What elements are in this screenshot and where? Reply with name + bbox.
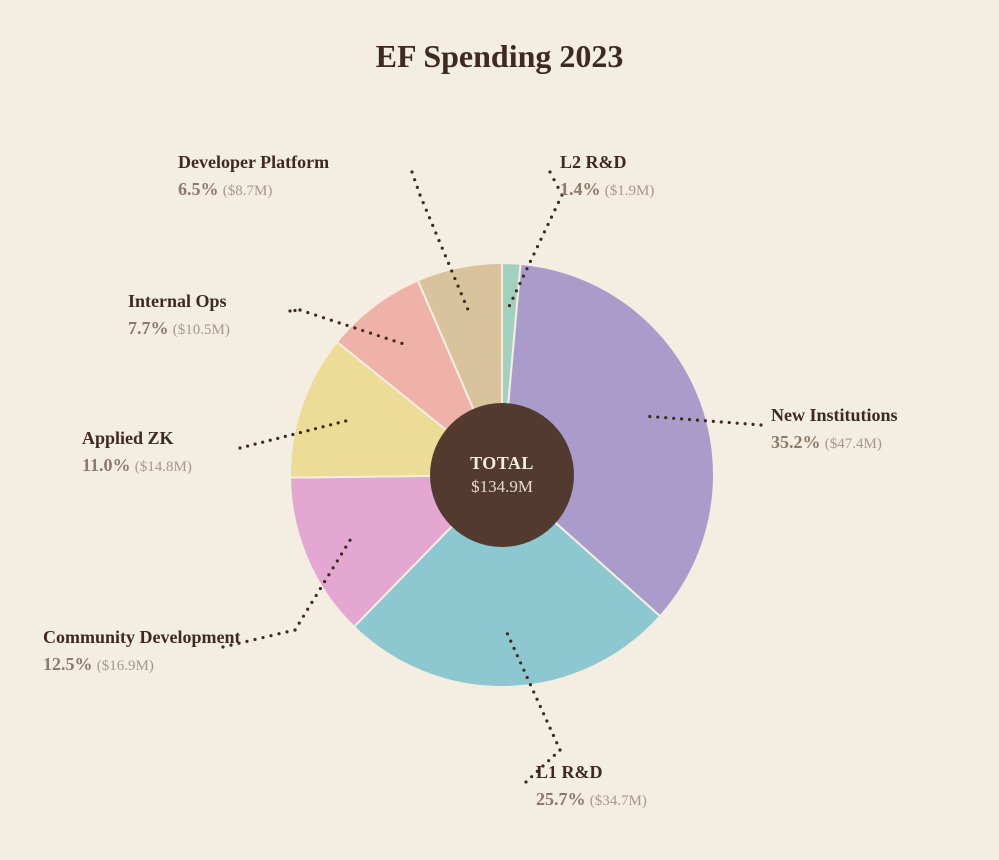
slice-stats: 1.4% ($1.9M) xyxy=(560,177,654,202)
slice-name: L1 R&D xyxy=(536,760,647,784)
slice-label: Community Development 12.5% ($16.9M) xyxy=(43,625,240,677)
slice-name: Developer Platform xyxy=(178,150,329,174)
center-label: TOTAL $134.9M xyxy=(442,453,562,497)
center-total-amount: $134.9M xyxy=(442,477,562,497)
slice-stats: 35.2% ($47.4M) xyxy=(771,430,898,455)
slice-stats: 12.5% ($16.9M) xyxy=(43,652,240,677)
slice-label: L1 R&D 25.7% ($34.7M) xyxy=(536,760,647,812)
center-total-label: TOTAL xyxy=(442,453,562,474)
slice-stats: 25.7% ($34.7M) xyxy=(536,787,647,812)
slice-stats: 6.5% ($8.7M) xyxy=(178,177,329,202)
slice-label: New Institutions 35.2% ($47.4M) xyxy=(771,403,898,455)
slice-stats: 7.7% ($10.5M) xyxy=(128,316,230,341)
slice-stats: 11.0% ($14.8M) xyxy=(82,453,192,478)
slice-label: Developer Platform 6.5% ($8.7M) xyxy=(178,150,329,202)
slice-name: L2 R&D xyxy=(560,150,654,174)
slice-name: Internal Ops xyxy=(128,289,230,313)
slice-name: Applied ZK xyxy=(82,426,192,450)
slice-name: New Institutions xyxy=(771,403,898,427)
slice-label: Applied ZK 11.0% ($14.8M) xyxy=(82,426,192,478)
slice-label: L2 R&D 1.4% ($1.9M) xyxy=(560,150,654,202)
slice-label: Internal Ops 7.7% ($10.5M) xyxy=(128,289,230,341)
slice-name: Community Development xyxy=(43,625,240,649)
